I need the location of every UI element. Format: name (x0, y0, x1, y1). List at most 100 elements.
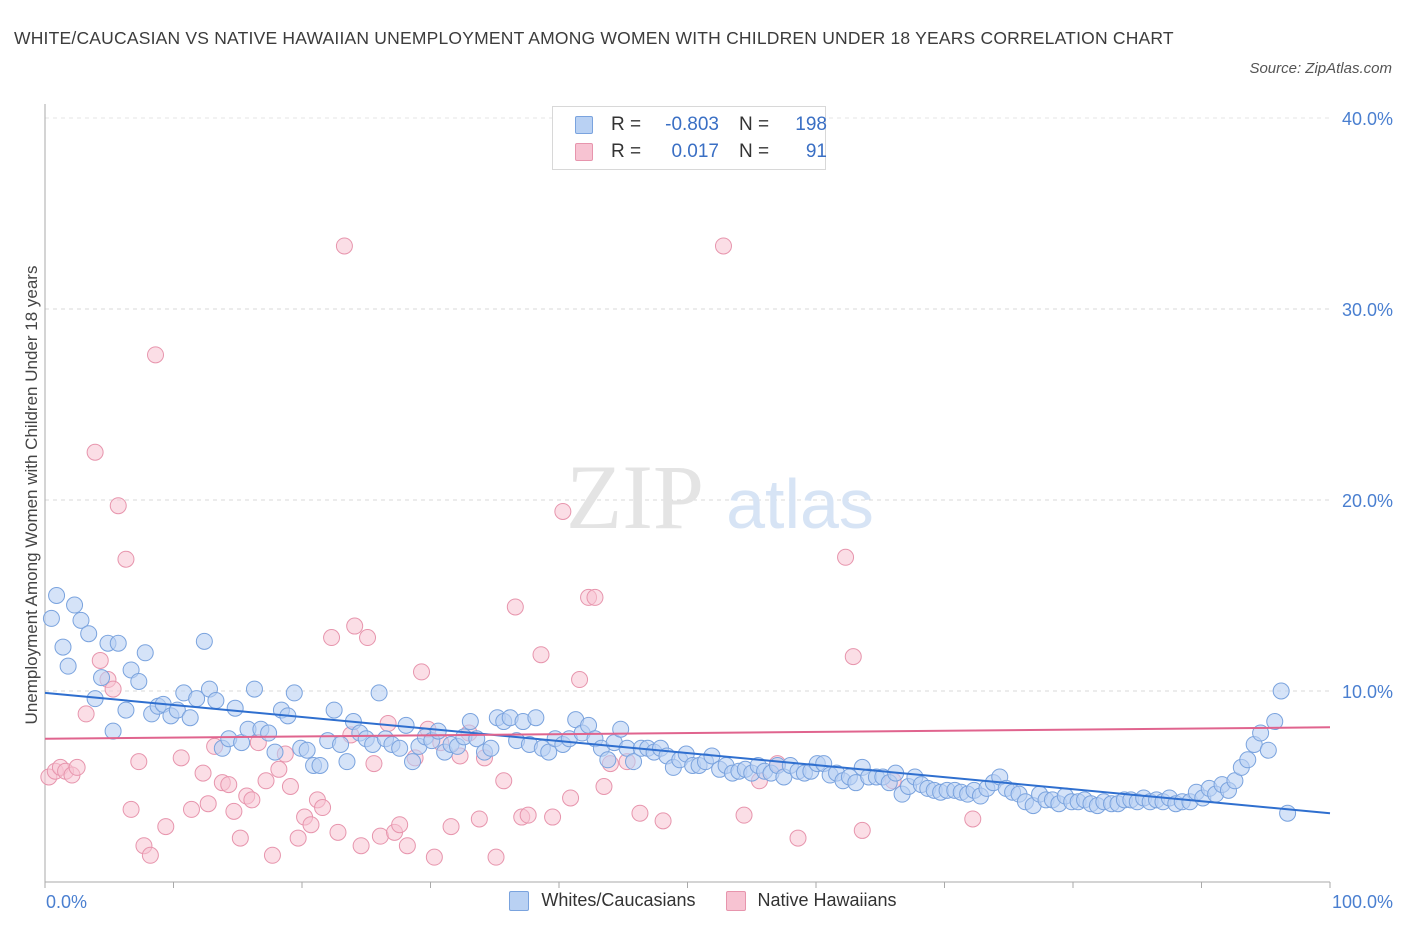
hawaiian-point (225, 802, 243, 820)
hawaiian-point (586, 588, 604, 606)
white-point (54, 638, 72, 656)
r-label: R = (611, 114, 642, 135)
white-point (1252, 724, 1270, 742)
white-point (391, 739, 409, 757)
y-tick-label: 30.0% (1342, 300, 1393, 320)
hawaiian-point (130, 753, 148, 771)
legend-label-hawaiians: Native Hawaiians (757, 890, 897, 910)
white-point (332, 735, 350, 753)
hawaiian-point (837, 548, 855, 566)
watermark-atlas: atlas (726, 465, 874, 543)
white-point (207, 692, 225, 710)
hawaiian-point (844, 648, 862, 666)
hawaiian-point (853, 821, 871, 839)
white-point (80, 625, 98, 643)
hawaiian-point (544, 808, 562, 826)
hawaiian-point (141, 846, 159, 864)
hawaiian-point (519, 806, 537, 824)
white-point (130, 672, 148, 690)
legend-item-whites[interactable]: Whites/Caucasians (509, 890, 696, 911)
y-axis-label: Unemployment Among Women with Children U… (22, 266, 41, 725)
hawaiian-point (122, 800, 140, 818)
chart-title: WHITE/CAUCASIAN VS NATIVE HAWAIIAN UNEMP… (14, 28, 1174, 48)
hawaiian-point (487, 848, 505, 866)
hawaiian-point (391, 816, 409, 834)
n-value: 198 (795, 114, 827, 135)
white-point (66, 596, 84, 614)
white-point (1259, 741, 1277, 759)
white-point (527, 709, 545, 727)
hawaiian-point (68, 758, 86, 776)
white-point (260, 724, 278, 742)
white-point (298, 741, 316, 759)
hawaiian-point (231, 829, 249, 847)
hawaiian-point (413, 663, 431, 681)
gridlines (45, 117, 1330, 692)
white-point (338, 753, 356, 771)
source-note: Source: ZipAtlas.com (1249, 60, 1392, 77)
trend-lines (44, 691, 1331, 815)
r-value: -0.803 (665, 114, 719, 135)
white-point (245, 680, 263, 698)
white-point (72, 611, 90, 629)
white-point (1279, 804, 1297, 822)
white-point (311, 756, 329, 774)
legend-item-hawaiians[interactable]: Native Hawaiians (725, 890, 897, 911)
n-value: 91 (805, 141, 827, 162)
hawaiian-point (220, 776, 238, 794)
hawaiian-point (554, 502, 572, 520)
n-label: N = (739, 114, 770, 135)
hawaiian-point (243, 791, 261, 809)
axes (44, 104, 1331, 888)
white-point (181, 709, 199, 727)
hawaiian-point (595, 778, 613, 795)
white-point (1272, 682, 1290, 700)
hawaiian-point (964, 810, 982, 828)
white-point (482, 739, 500, 757)
hawaiian-point (86, 443, 104, 461)
white-point (325, 701, 343, 719)
hawaiian-point (532, 646, 550, 664)
hawaiian-point (425, 848, 443, 866)
hawaiian-point (562, 789, 580, 807)
hawaiian-point (147, 346, 165, 364)
white-point (1266, 713, 1284, 731)
hawaiian-point (371, 827, 389, 845)
hawaiian-point (109, 497, 127, 515)
hawaiian-point (379, 714, 397, 732)
hawaiian-point (182, 800, 200, 818)
white-point (109, 634, 127, 652)
hawaiian-point (157, 818, 175, 836)
r-label: R = (611, 141, 642, 162)
watermark-zip: ZIP (566, 446, 704, 548)
whites-points (42, 587, 1297, 822)
hawaiian-point (398, 837, 416, 855)
x-tick-label: 0.0% (46, 892, 87, 912)
correlation-legend: R = -0.803 N = 198 R = 0.017 N = 91 (552, 106, 827, 170)
x-tick-label: 100.0% (1332, 892, 1393, 912)
legend-swatch-blue (575, 116, 593, 134)
white-point (226, 699, 244, 717)
legend-row-hawaiians: R = 0.017 N = 91 (575, 140, 827, 164)
white-point (370, 684, 388, 702)
legend-swatch-pink (575, 143, 593, 161)
hawaiian-point (302, 816, 320, 834)
hawaiian-point (714, 237, 732, 255)
hawaiian-point (323, 629, 341, 647)
hawaiians-trend-line (44, 726, 1331, 740)
hawaiian-point (359, 629, 377, 647)
white-point (612, 720, 630, 738)
hawaiian-point (77, 705, 95, 723)
y-tick-label: 40.0% (1342, 109, 1393, 129)
hawaiian-point (172, 749, 190, 767)
legend-swatch-blue (509, 890, 530, 911)
white-point (404, 753, 422, 771)
hawaiian-point (270, 760, 288, 778)
white-point (195, 632, 213, 650)
hawaiian-point (117, 550, 135, 568)
hawaiian-point (735, 806, 753, 824)
hawaiian-point (199, 795, 217, 813)
hawaiian-point (281, 778, 299, 795)
hawaiian-point (654, 812, 672, 830)
legend-swatch-pink (725, 890, 746, 911)
